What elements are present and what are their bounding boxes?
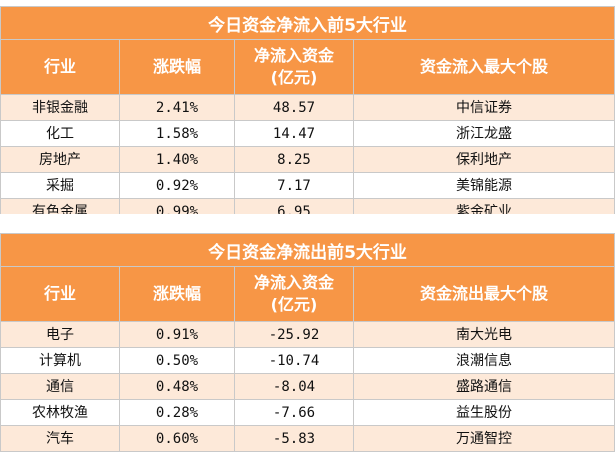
- header-change: 涨跌幅: [119, 39, 235, 95]
- header-top-stock: 资金流入最大个股: [352, 39, 615, 95]
- net-flow-cell: -25.92: [234, 321, 354, 348]
- table-row: 计算机 0.50% -10.74 浪潮信息: [0, 347, 615, 374]
- industry-cell: 计算机: [0, 347, 120, 374]
- table-row: 电子 0.91% -25.92 南大光电: [0, 321, 615, 348]
- industry-cell: 化工: [0, 120, 120, 147]
- header-net-inflow: 净流入资金 (亿元): [234, 266, 354, 322]
- top-stock-cell: 美锦能源: [352, 172, 615, 199]
- outflow-table: 今日资金净流出前5大行业 行业 涨跌幅 净流入资金 (亿元) 资金流出最大个股 …: [0, 233, 615, 452]
- table-row: 房地产 1.40% 8.25 保利地产: [0, 146, 615, 173]
- top-stock-cell: 南大光电: [352, 321, 615, 348]
- net-flow-cell: 14.47: [234, 120, 354, 147]
- inflow-title: 今日资金净流入前5大行业: [0, 6, 615, 40]
- header-change: 涨跌幅: [119, 266, 235, 322]
- header-industry: 行业: [0, 39, 120, 95]
- industry-cell: 电子: [0, 321, 120, 348]
- table-row: 采掘 0.92% 7.17 美锦能源: [0, 172, 615, 199]
- top-stock-cell: 保利地产: [352, 146, 615, 173]
- industry-cell: 非银金融: [0, 94, 120, 121]
- net-flow-cell: -5.83: [234, 425, 354, 452]
- top-stock-cell: 万通智控: [352, 425, 615, 452]
- table-row: 化工 1.58% 14.47 浙江龙盛: [0, 120, 615, 147]
- top-stock-cell: 盛路通信: [352, 373, 615, 400]
- top-stock-cell: 中信证券: [352, 94, 615, 121]
- header-net-inflow: 净流入资金 (亿元): [234, 39, 354, 95]
- industry-cell: 房地产: [0, 146, 120, 173]
- inflow-table: 今日资金净流入前5大行业 行业 涨跌幅 净流入资金 (亿元) 资金流入最大个股 …: [0, 6, 615, 225]
- change-cell: 1.58%: [119, 120, 235, 147]
- change-cell: 0.48%: [119, 373, 235, 400]
- outflow-header-row: 行业 涨跌幅 净流入资金 (亿元) 资金流出最大个股: [0, 266, 615, 322]
- industry-cell: 汽车: [0, 425, 120, 452]
- table-row: 农林牧渔 0.28% -7.66 益生股份: [0, 399, 615, 426]
- outflow-title: 今日资金净流出前5大行业: [0, 233, 615, 267]
- industry-cell: 农林牧渔: [0, 399, 120, 426]
- net-flow-cell: 8.25: [234, 146, 354, 173]
- top-stock-cell: 浪潮信息: [352, 347, 615, 374]
- table-row: 通信 0.48% -8.04 盛路通信: [0, 373, 615, 400]
- top-stock-cell: 浙江龙盛: [352, 120, 615, 147]
- top-stock-cell: 益生股份: [352, 399, 615, 426]
- industry-cell: 采掘: [0, 172, 120, 199]
- net-flow-cell: 48.57: [234, 94, 354, 121]
- net-flow-cell: -7.66: [234, 399, 354, 426]
- net-flow-cell: -10.74: [234, 347, 354, 374]
- table-gap: [0, 214, 615, 233]
- change-cell: 2.41%: [119, 94, 235, 121]
- inflow-header-row: 行业 涨跌幅 净流入资金 (亿元) 资金流入最大个股: [0, 39, 615, 95]
- change-cell: 0.60%: [119, 425, 235, 452]
- header-top-stock: 资金流出最大个股: [352, 266, 615, 322]
- header-industry: 行业: [0, 266, 120, 322]
- industry-cell: 通信: [0, 373, 120, 400]
- net-flow-cell: -8.04: [234, 373, 354, 400]
- change-cell: 0.28%: [119, 399, 235, 426]
- change-cell: 0.50%: [119, 347, 235, 374]
- change-cell: 1.40%: [119, 146, 235, 173]
- net-flow-cell: 7.17: [234, 172, 354, 199]
- table-row: 汽车 0.60% -5.83 万通智控: [0, 425, 615, 452]
- change-cell: 0.91%: [119, 321, 235, 348]
- table-row: 非银金融 2.41% 48.57 中信证券: [0, 94, 615, 121]
- change-cell: 0.92%: [119, 172, 235, 199]
